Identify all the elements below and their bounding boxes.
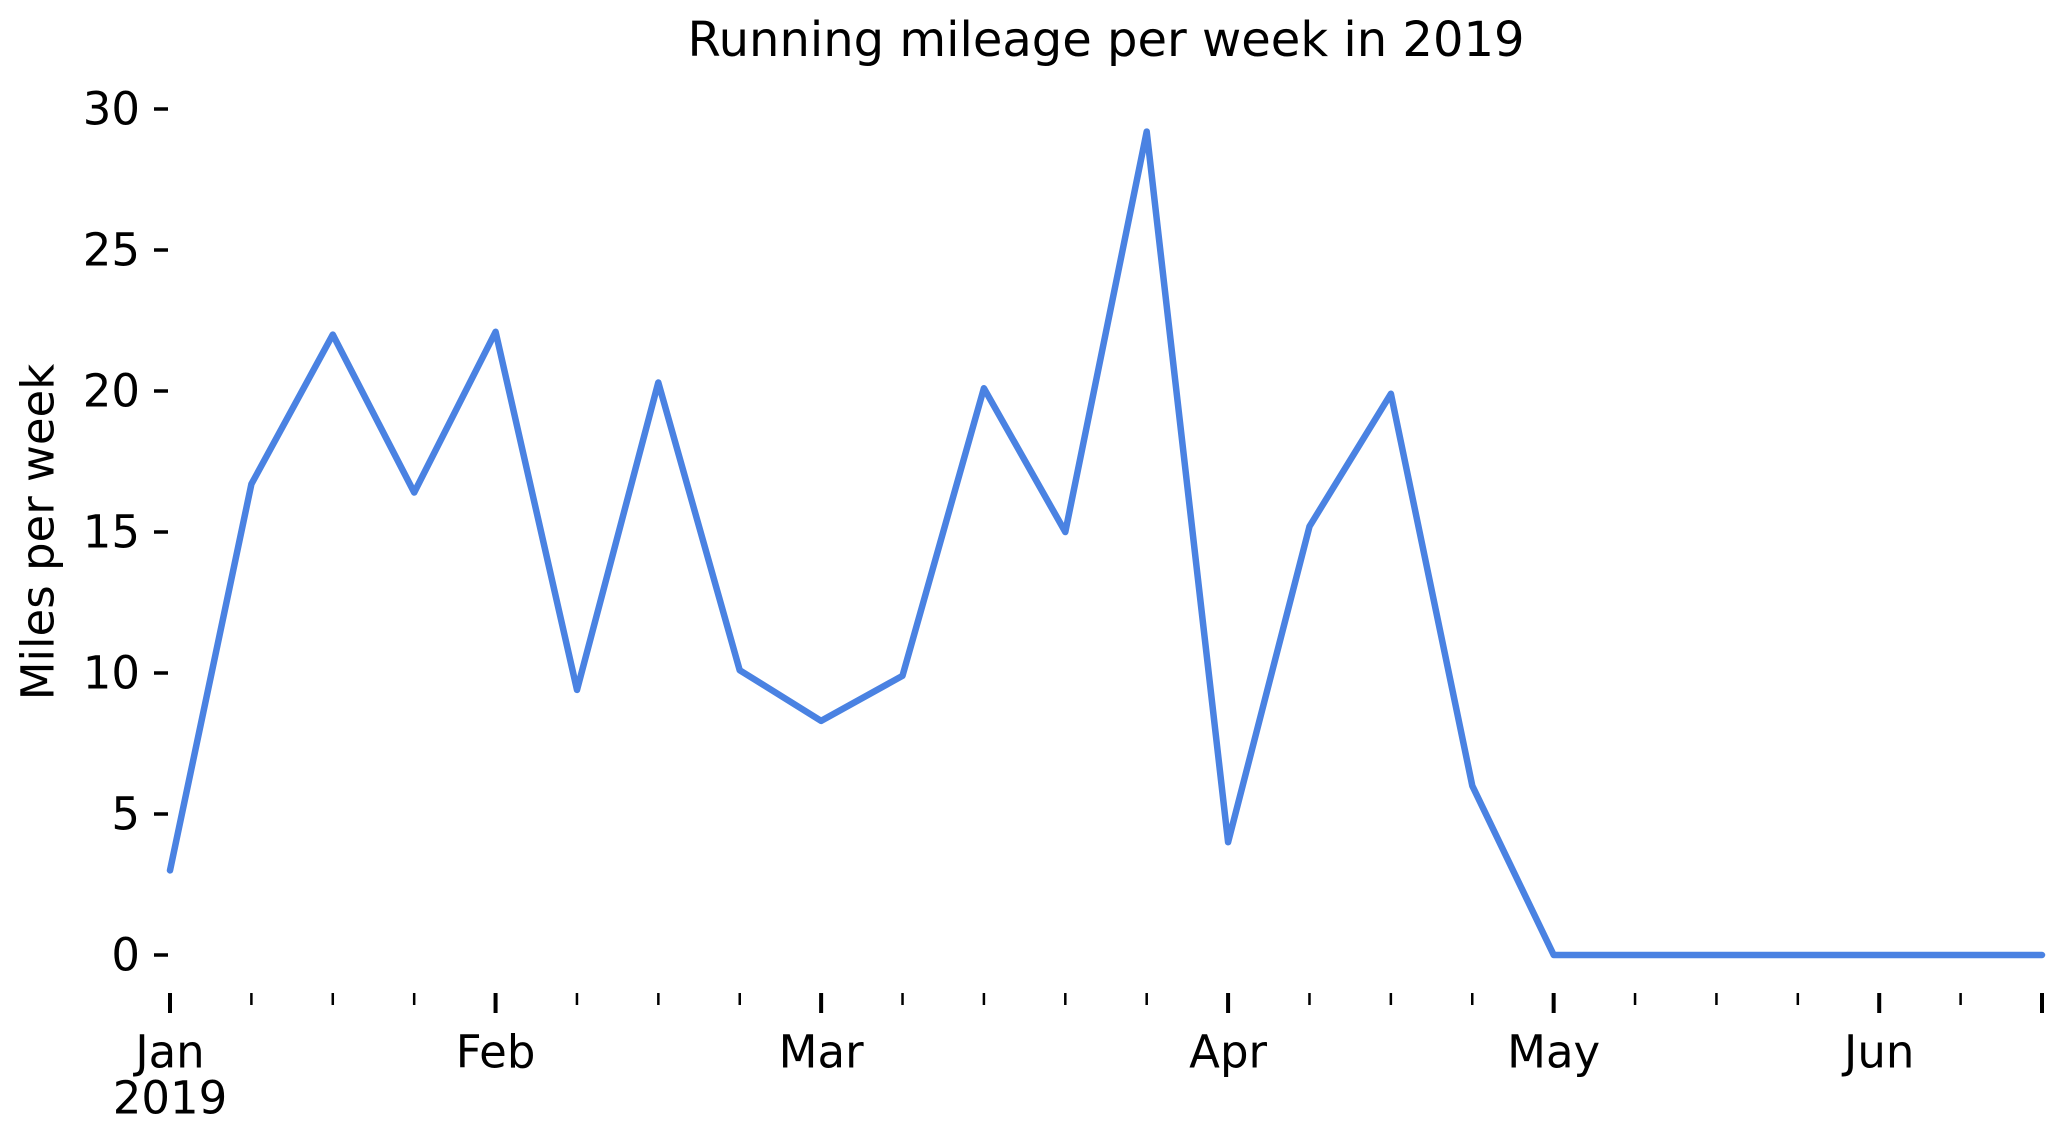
y-tick-label: 10 (83, 647, 140, 700)
x-tick-label: Jan (132, 1026, 204, 1079)
chart-title: Running mileage per week in 2019 (687, 12, 1525, 68)
x-tick-label: Mar (779, 1026, 864, 1079)
mileage-line (166, 128, 2046, 959)
y-tick-label: 25 (83, 224, 140, 277)
y-tick-label: 20 (83, 365, 140, 418)
y-tick-label: 15 (83, 506, 140, 559)
y-tick-label: 0 (111, 929, 140, 982)
x-tick-label: Jun (1841, 1026, 1914, 1079)
y-tick-label: 30 (83, 83, 140, 136)
x-tick-label: Apr (1189, 1026, 1267, 1079)
x-tick-year-label: 2019 (113, 1072, 228, 1125)
y-tick-label: 5 (111, 788, 140, 841)
x-tick-label: Feb (456, 1026, 536, 1079)
x-tick-label: May (1507, 1026, 1600, 1079)
